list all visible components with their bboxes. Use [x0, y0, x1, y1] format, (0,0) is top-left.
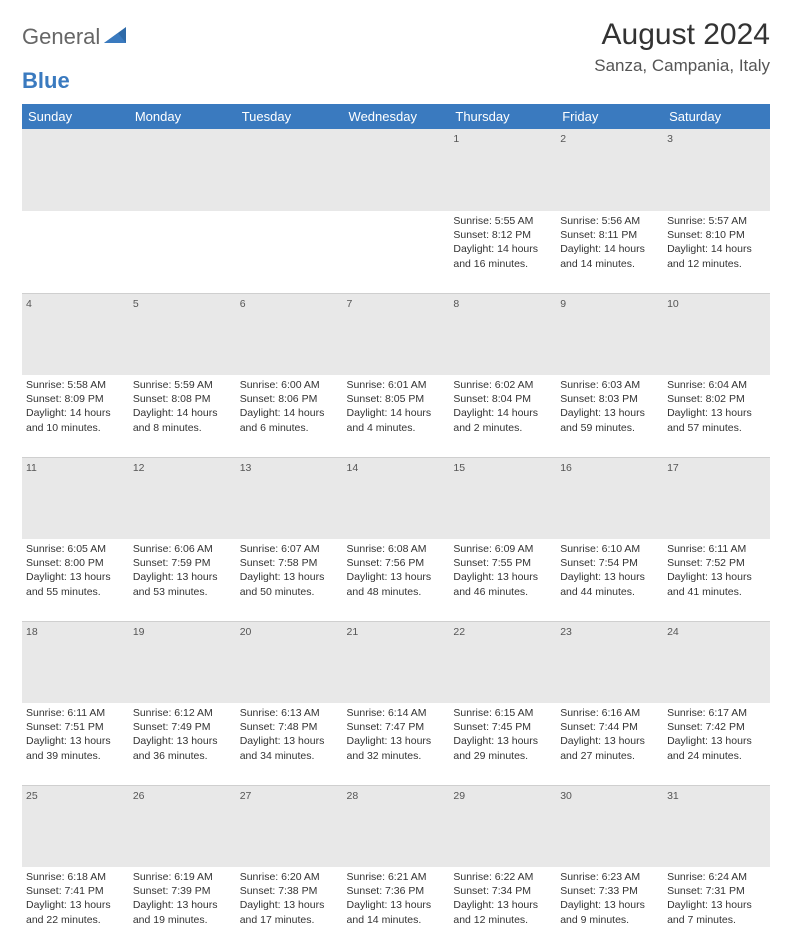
day-number-cell: 25: [22, 785, 129, 867]
day-number-cell: 4: [22, 293, 129, 375]
day-details-cell: Sunrise: 5:59 AM Sunset: 8:08 PM Dayligh…: [129, 375, 236, 457]
day-number-cell: 29: [449, 785, 556, 867]
day-header-row: SundayMondayTuesdayWednesdayThursdayFrid…: [22, 104, 770, 129]
day-number-cell: [22, 129, 129, 211]
day-details-cell: Sunrise: 6:06 AM Sunset: 7:59 PM Dayligh…: [129, 539, 236, 621]
day-number-cell: 15: [449, 457, 556, 539]
day-details-cell: Sunrise: 6:10 AM Sunset: 7:54 PM Dayligh…: [556, 539, 663, 621]
calendar-table: SundayMondayTuesdayWednesdayThursdayFrid…: [22, 104, 770, 949]
month-title: August 2024: [594, 18, 770, 52]
day-number-cell: 13: [236, 457, 343, 539]
day-header: Thursday: [449, 104, 556, 129]
week-number-row: 11121314151617: [22, 457, 770, 539]
day-number-cell: 24: [663, 621, 770, 703]
day-header: Wednesday: [343, 104, 450, 129]
day-details-cell: [343, 211, 450, 293]
day-details-cell: Sunrise: 5:56 AM Sunset: 8:11 PM Dayligh…: [556, 211, 663, 293]
day-number-cell: 8: [449, 293, 556, 375]
day-number-cell: 22: [449, 621, 556, 703]
day-details-cell: Sunrise: 6:18 AM Sunset: 7:41 PM Dayligh…: [22, 867, 129, 949]
day-number-cell: [129, 129, 236, 211]
day-details-cell: [22, 211, 129, 293]
day-number-cell: 10: [663, 293, 770, 375]
day-details-cell: Sunrise: 6:09 AM Sunset: 7:55 PM Dayligh…: [449, 539, 556, 621]
day-details-cell: Sunrise: 5:57 AM Sunset: 8:10 PM Dayligh…: [663, 211, 770, 293]
day-details-cell: Sunrise: 6:19 AM Sunset: 7:39 PM Dayligh…: [129, 867, 236, 949]
day-number-cell: 9: [556, 293, 663, 375]
day-number-cell: 27: [236, 785, 343, 867]
calendar-body: 123Sunrise: 5:55 AM Sunset: 8:12 PM Dayl…: [22, 129, 770, 949]
day-number-cell: 23: [556, 621, 663, 703]
day-details-cell: Sunrise: 6:02 AM Sunset: 8:04 PM Dayligh…: [449, 375, 556, 457]
day-number-cell: 18: [22, 621, 129, 703]
week-details-row: Sunrise: 5:55 AM Sunset: 8:12 PM Dayligh…: [22, 211, 770, 293]
day-number-cell: [236, 129, 343, 211]
day-details-cell: Sunrise: 6:22 AM Sunset: 7:34 PM Dayligh…: [449, 867, 556, 949]
day-number-cell: 2: [556, 129, 663, 211]
calendar-head: SundayMondayTuesdayWednesdayThursdayFrid…: [22, 104, 770, 129]
day-number-cell: 21: [343, 621, 450, 703]
day-header: Saturday: [663, 104, 770, 129]
logo-triangle-icon: [104, 27, 126, 48]
day-details-cell: Sunrise: 6:21 AM Sunset: 7:36 PM Dayligh…: [343, 867, 450, 949]
day-details-cell: Sunrise: 6:17 AM Sunset: 7:42 PM Dayligh…: [663, 703, 770, 785]
day-details-cell: Sunrise: 6:03 AM Sunset: 8:03 PM Dayligh…: [556, 375, 663, 457]
day-details-cell: Sunrise: 6:05 AM Sunset: 8:00 PM Dayligh…: [22, 539, 129, 621]
day-header: Sunday: [22, 104, 129, 129]
day-number-cell: 6: [236, 293, 343, 375]
week-details-row: Sunrise: 6:05 AM Sunset: 8:00 PM Dayligh…: [22, 539, 770, 621]
day-number-cell: 16: [556, 457, 663, 539]
day-details-cell: Sunrise: 6:20 AM Sunset: 7:38 PM Dayligh…: [236, 867, 343, 949]
day-number-cell: 26: [129, 785, 236, 867]
day-details-cell: Sunrise: 5:55 AM Sunset: 8:12 PM Dayligh…: [449, 211, 556, 293]
day-number-cell: 17: [663, 457, 770, 539]
day-number-cell: 14: [343, 457, 450, 539]
day-details-cell: Sunrise: 6:08 AM Sunset: 7:56 PM Dayligh…: [343, 539, 450, 621]
day-header: Tuesday: [236, 104, 343, 129]
day-details-cell: Sunrise: 6:12 AM Sunset: 7:49 PM Dayligh…: [129, 703, 236, 785]
day-details-cell: Sunrise: 6:24 AM Sunset: 7:31 PM Dayligh…: [663, 867, 770, 949]
day-details-cell: Sunrise: 6:16 AM Sunset: 7:44 PM Dayligh…: [556, 703, 663, 785]
day-details-cell: Sunrise: 6:00 AM Sunset: 8:06 PM Dayligh…: [236, 375, 343, 457]
title-block: August 2024 Sanza, Campania, Italy: [594, 18, 770, 76]
day-number-cell: 12: [129, 457, 236, 539]
week-number-row: 123: [22, 129, 770, 211]
day-number-cell: 19: [129, 621, 236, 703]
day-header: Monday: [129, 104, 236, 129]
day-details-cell: Sunrise: 6:11 AM Sunset: 7:51 PM Dayligh…: [22, 703, 129, 785]
week-number-row: 25262728293031: [22, 785, 770, 867]
location-label: Sanza, Campania, Italy: [594, 56, 770, 76]
day-details-cell: [236, 211, 343, 293]
week-number-row: 45678910: [22, 293, 770, 375]
day-number-cell: 1: [449, 129, 556, 211]
week-number-row: 18192021222324: [22, 621, 770, 703]
day-details-cell: Sunrise: 6:23 AM Sunset: 7:33 PM Dayligh…: [556, 867, 663, 949]
day-details-cell: Sunrise: 6:15 AM Sunset: 7:45 PM Dayligh…: [449, 703, 556, 785]
logo-text-gray: General: [22, 24, 100, 50]
day-number-cell: 28: [343, 785, 450, 867]
week-details-row: Sunrise: 6:11 AM Sunset: 7:51 PM Dayligh…: [22, 703, 770, 785]
week-details-row: Sunrise: 6:18 AM Sunset: 7:41 PM Dayligh…: [22, 867, 770, 949]
day-number-cell: 7: [343, 293, 450, 375]
day-number-cell: 5: [129, 293, 236, 375]
day-details-cell: Sunrise: 6:04 AM Sunset: 8:02 PM Dayligh…: [663, 375, 770, 457]
day-details-cell: [129, 211, 236, 293]
day-number-cell: 11: [22, 457, 129, 539]
day-number-cell: [343, 129, 450, 211]
day-details-cell: Sunrise: 6:01 AM Sunset: 8:05 PM Dayligh…: [343, 375, 450, 457]
day-details-cell: Sunrise: 5:58 AM Sunset: 8:09 PM Dayligh…: [22, 375, 129, 457]
day-number-cell: 20: [236, 621, 343, 703]
day-number-cell: 3: [663, 129, 770, 211]
day-header: Friday: [556, 104, 663, 129]
day-details-cell: Sunrise: 6:14 AM Sunset: 7:47 PM Dayligh…: [343, 703, 450, 785]
day-number-cell: 31: [663, 785, 770, 867]
week-details-row: Sunrise: 5:58 AM Sunset: 8:09 PM Dayligh…: [22, 375, 770, 457]
logo-text-blue: Blue: [22, 68, 70, 94]
day-number-cell: 30: [556, 785, 663, 867]
day-details-cell: Sunrise: 6:13 AM Sunset: 7:48 PM Dayligh…: [236, 703, 343, 785]
logo: General: [22, 18, 128, 50]
day-details-cell: Sunrise: 6:11 AM Sunset: 7:52 PM Dayligh…: [663, 539, 770, 621]
day-details-cell: Sunrise: 6:07 AM Sunset: 7:58 PM Dayligh…: [236, 539, 343, 621]
